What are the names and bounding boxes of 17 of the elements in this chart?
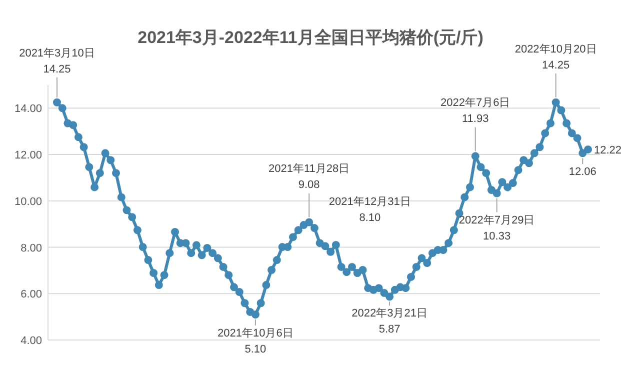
y-tick-label: 12.00 [14,150,42,162]
annotation: 2022年3月21日 5.87 [352,308,428,336]
y-tick-label: 8.00 [20,242,42,254]
annotation: 2021年10月6日 5.10 [218,328,294,356]
annotation: 2021年12月31日 8.10 [328,196,411,224]
annotation: 2022年7月29日 10.33 [458,214,535,242]
text: 2021年3月10日 14.25 [19,47,95,76]
y-tick-label: 4.00 [20,335,42,347]
text: 2022年10月20日 14.25 [514,43,597,72]
chart-title: 2021年3月-2022年11月全国日平均猪价(元/斤) [138,28,484,47]
y-tick-label: 10.00 [14,196,42,208]
annotation: 12.22 [594,144,621,156]
y-tick-label: 14.00 [14,103,42,116]
annotation: 12.06 [568,166,596,178]
annotation: 2022年7月6日 11.93 [440,97,510,126]
annotation: 2021年11月28日 9.08 [268,163,350,192]
y-tick-label: 6.00 [20,288,42,301]
